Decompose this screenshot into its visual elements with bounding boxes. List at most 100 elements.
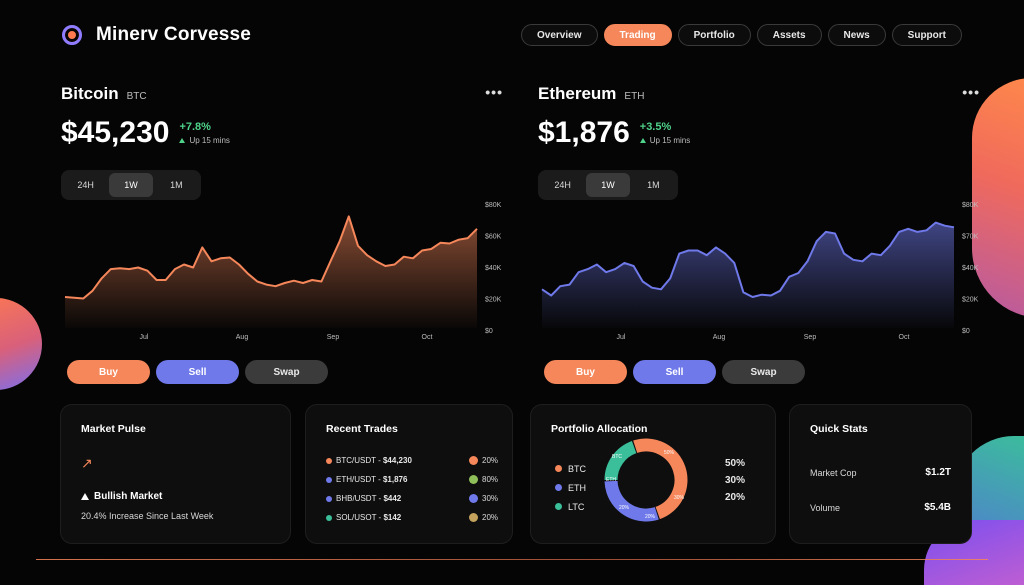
legend-dot-icon: [555, 465, 562, 472]
trade-percent: 20%: [482, 513, 499, 522]
chart-area-fill: [542, 222, 954, 328]
x-tick-label: Oct: [422, 334, 433, 341]
donut-ring-label: 20%: [619, 505, 630, 511]
trade-percent: 30%: [482, 494, 499, 503]
update-text: Up 15 mins: [649, 136, 691, 145]
allocation-legend: BTC ETH LTC: [555, 459, 586, 516]
pair-dot-icon: [326, 476, 332, 483]
top-nav: Overview Trading Portfolio Assets News S…: [521, 24, 962, 46]
stat-value: $1.2T: [925, 467, 951, 478]
donut-ring-label: ETH: [606, 477, 616, 483]
x-tick-label: Jul: [617, 334, 626, 341]
allocation-percent: 50%: [725, 458, 746, 469]
market-status: Bullish Market: [81, 491, 162, 502]
nav-trading[interactable]: Trading: [603, 24, 672, 46]
trade-row[interactable]: ETH/USDT - $1,876 80%: [326, 470, 502, 489]
allocation-donut-chart[interactable]: 50% 30% 20% BTC ETH 20%: [603, 437, 689, 523]
donut-ring-label: 50%: [664, 450, 675, 456]
sell-button[interactable]: Sell: [156, 360, 239, 384]
range-24h[interactable]: 24H: [554, 180, 571, 190]
more-options-icon[interactable]: •••: [962, 84, 980, 100]
trade-percent: 20%: [482, 456, 499, 465]
change-info: +7.8% Up 15 mins: [179, 121, 230, 145]
range-1w[interactable]: 1W: [586, 173, 630, 197]
range-1w[interactable]: 1W: [109, 173, 153, 197]
chart-area-fill: [65, 216, 477, 328]
x-tick-label: Aug: [236, 334, 249, 341]
percent-dot-icon: [469, 494, 478, 503]
market-pulse-card: Market Pulse ↗ Bullish Market 20.4% Incr…: [60, 404, 291, 544]
update-status: Up 15 mins: [179, 136, 230, 145]
legend-item: LTC: [555, 497, 586, 516]
coin-price: $45,230: [61, 116, 170, 149]
trade-actions: Buy Sell Swap: [67, 360, 328, 384]
allocation-percent: 20%: [725, 492, 746, 503]
bottom-divider: [36, 559, 988, 560]
trade-pair: SOL/USOT - $142: [336, 513, 469, 522]
card-title: Recent Trades: [326, 423, 398, 435]
card-title: Market Pulse: [81, 423, 146, 435]
more-options-icon[interactable]: •••: [485, 84, 503, 100]
update-status: Up 15 mins: [639, 136, 691, 145]
trade-pair: ETH/USDT - $1,876: [336, 475, 469, 484]
buy-button[interactable]: Buy: [67, 360, 150, 384]
allocation-percent: 30%: [725, 475, 746, 486]
coin-price: $1,876: [538, 116, 630, 149]
up-triangle-icon: [81, 493, 89, 500]
trade-pair-label: ETH/USDT -: [336, 475, 381, 484]
trade-pair: BTC/USDT - $44,230: [336, 456, 469, 465]
brand-name: Minerv Corvesse: [96, 24, 252, 45]
up-triangle-icon: [639, 138, 646, 143]
trade-row[interactable]: BTC/USDT - $44,230 20%: [326, 451, 502, 470]
recent-trades-card: Recent Trades BTC/USDT - $44,230 20% ETH…: [305, 404, 513, 544]
price-row: $1,876 +3.5% Up 15 mins: [538, 118, 984, 148]
brand-logo[interactable]: Minerv Corvesse: [62, 24, 251, 46]
x-tick-label: Aug: [713, 334, 726, 341]
update-text: Up 15 mins: [189, 136, 230, 145]
range-1m[interactable]: 1M: [170, 180, 183, 190]
trade-row[interactable]: SOL/USOT - $142 20%: [326, 508, 502, 527]
buy-button[interactable]: Buy: [544, 360, 627, 384]
percent-dot-icon: [469, 513, 478, 522]
trade-pair-label: BTC/USDT -: [336, 456, 381, 465]
coin-symbol: BTC: [126, 91, 147, 102]
swap-button[interactable]: Swap: [245, 360, 328, 384]
change-info: +3.5% Up 15 mins: [639, 121, 691, 145]
nav-news[interactable]: News: [827, 24, 886, 46]
sell-button[interactable]: Sell: [633, 360, 716, 384]
price-chart-svg: $80K $70K $40K $20K $0 Jul Aug Sep Oct: [541, 202, 979, 341]
donut-ring-label: 30%: [674, 495, 685, 501]
y-tick-label: $80K: [485, 202, 502, 209]
price-change: +7.8%: [179, 121, 211, 133]
price-chart[interactable]: $80K $70K $40K $20K $0 Jul Aug Sep Oct: [538, 198, 984, 344]
percent-dot-icon: [469, 475, 478, 484]
range-1m[interactable]: 1M: [647, 180, 660, 190]
trade-amount: $442: [383, 494, 402, 503]
trade-pair-label: BHB/USDT -: [336, 494, 382, 503]
pair-dot-icon: [326, 514, 332, 521]
coin-header: Bitcoin BTC: [61, 84, 507, 104]
y-tick-label: $60K: [485, 234, 502, 241]
price-chart[interactable]: $80K $60K $40K $20K $0 Jul Aug Sep Oct: [61, 198, 507, 344]
nav-overview[interactable]: Overview: [521, 24, 598, 46]
decorative-blob-left: [0, 298, 42, 390]
nav-support[interactable]: Support: [891, 24, 962, 46]
ethereum-panel: Ethereum ETH ••• $1,876 +3.5% Up 15 mins…: [538, 84, 984, 384]
coin-name: Bitcoin: [61, 84, 119, 103]
stat-market-cap: Market Cop $1.2T: [810, 467, 951, 478]
nav-assets[interactable]: Assets: [756, 24, 822, 46]
trade-row[interactable]: BHB/USDT - $442 30%: [326, 489, 502, 508]
trade-percent: 80%: [482, 475, 499, 484]
donut-slice[interactable]: [604, 438, 688, 522]
stat-label: Market Cop: [810, 467, 857, 478]
portfolio-allocation-card: Portfolio Allocation BTC ETH LTC 50% 30% 20%…: [530, 404, 776, 544]
trend-arrow-icon: ↗: [81, 455, 93, 471]
y-tick-label: $80K: [962, 202, 979, 209]
x-tick-label: Jul: [140, 334, 149, 341]
swap-button[interactable]: Swap: [722, 360, 805, 384]
y-tick-label: $0: [485, 328, 493, 335]
trade-actions: Buy Sell Swap: [544, 360, 805, 384]
range-24h[interactable]: 24H: [77, 180, 94, 190]
x-tick-label: Sep: [804, 334, 817, 341]
nav-portfolio[interactable]: Portfolio: [677, 24, 751, 46]
